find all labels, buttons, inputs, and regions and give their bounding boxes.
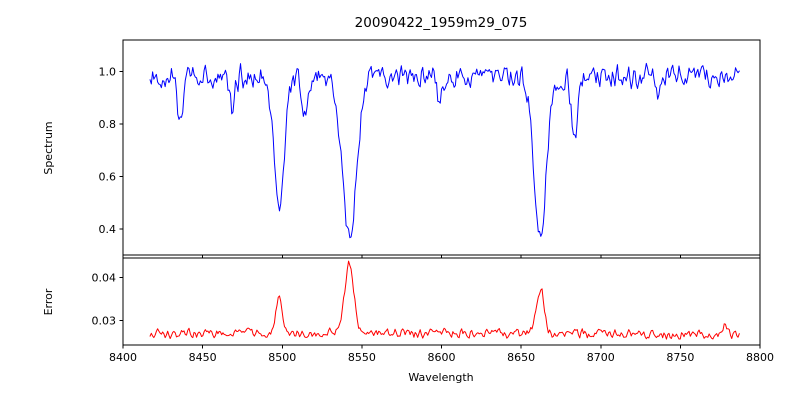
- spectrum-tickmarks: [119, 70, 761, 259]
- error-y-axis-label: Error: [42, 288, 55, 315]
- x-tick-label: 8450: [189, 351, 217, 364]
- x-tick-label: 8400: [109, 351, 137, 364]
- x-tick-label: 8500: [268, 351, 296, 364]
- error-panel: 0.03 0.04 8400 8450 8500 8550 8600 8650 8700 875…: [42, 257, 774, 364]
- x-tick-label: 8750: [666, 351, 694, 364]
- spectrum-data-line: [149, 62, 740, 239]
- x-tick-label: 8800: [746, 351, 774, 364]
- x-tick-label: 8650: [507, 351, 535, 364]
- error-axes-frame: [122, 257, 761, 346]
- error-tickmarks: [119, 276, 761, 349]
- error-data-line: [149, 260, 740, 340]
- x-tick-label: 8550: [348, 351, 376, 364]
- x-axis-label: Wavelength: [408, 371, 473, 384]
- x-axis-tick-labels: 8400 8450 8500 8550 8600 8650 8700 8750 8800: [109, 351, 774, 364]
- x-tick-label: 8700: [587, 351, 615, 364]
- y-tick-label: 0.8: [99, 118, 117, 131]
- figure-title: 20090422_1959m29_075: [355, 15, 528, 31]
- x-tick-label: 8600: [428, 351, 456, 364]
- y-tick-label: 1.0: [99, 65, 117, 78]
- y-tick-label: 0.04: [92, 271, 117, 284]
- spectrum-axes-frame: [122, 39, 761, 256]
- y-tick-label: 0.03: [92, 314, 117, 327]
- spectrum-y-axis-label: Spectrum: [42, 121, 55, 174]
- y-tick-label: 0.4: [99, 223, 117, 236]
- y-tick-label: 0.6: [99, 170, 117, 183]
- spectrum-tick-labels: 0.4 0.6 0.8 1.0: [99, 65, 117, 235]
- spectrum-panel: 0.4 0.6 0.8 1.0 Spectrum: [42, 39, 761, 259]
- error-tick-labels: 0.03 0.04: [92, 271, 117, 327]
